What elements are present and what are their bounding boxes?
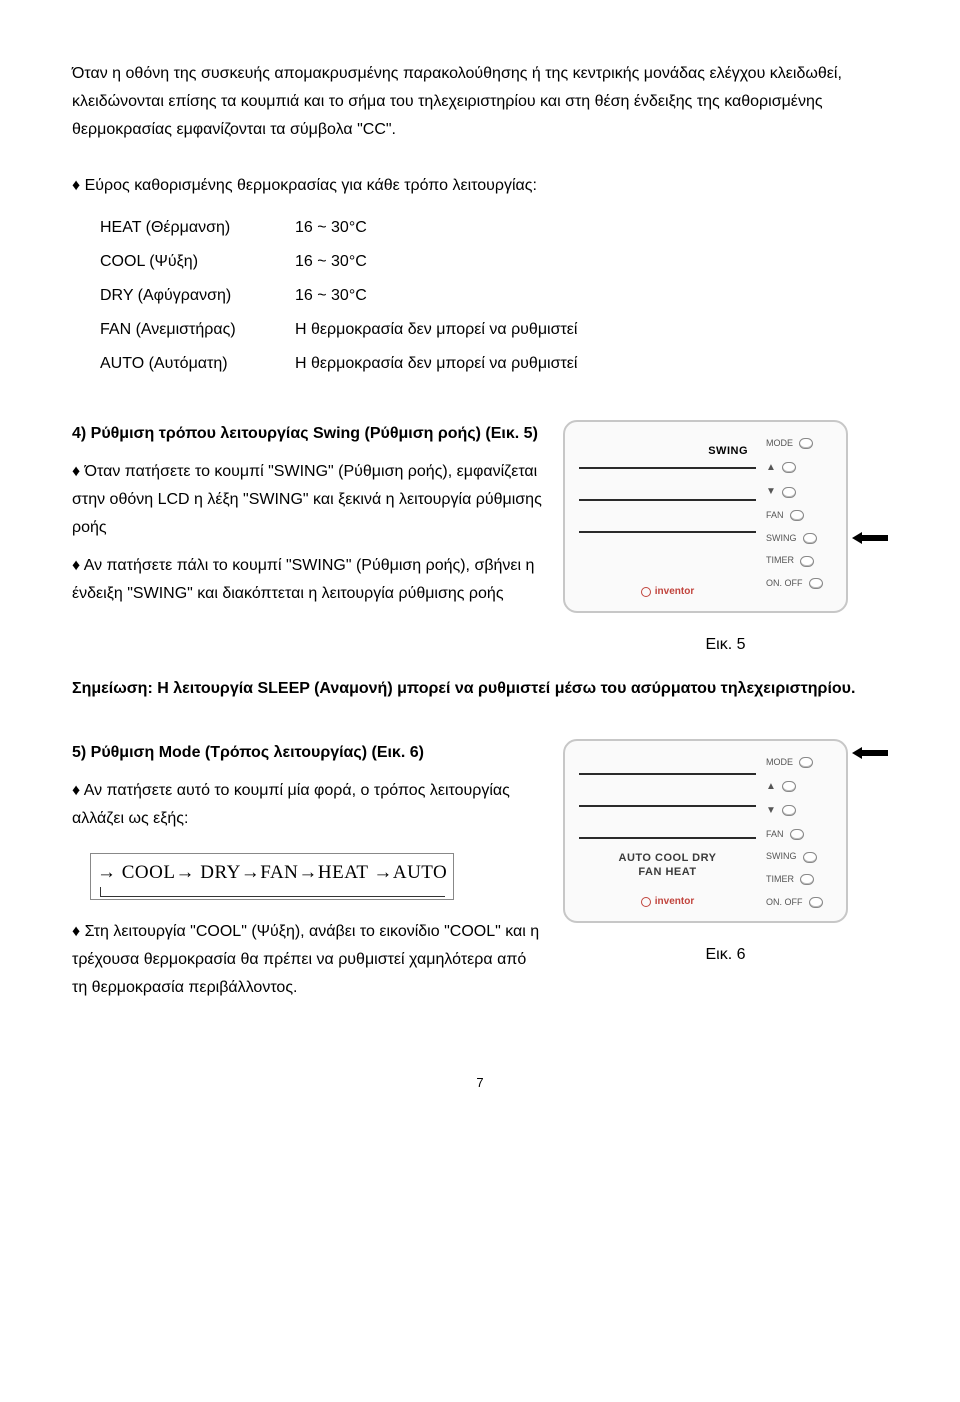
mode-cell: DRY (Αφύγρανση) <box>100 282 295 310</box>
figure-6-remote: AUTO COOL DRY FAN HEAT inventor MODE ▲ ▼… <box>563 739 848 923</box>
figure5-caption: Εικ. 5 <box>705 631 745 659</box>
lcd-divider <box>579 531 756 533</box>
mode-cell: COOL (Ψύξη) <box>100 248 295 276</box>
brand-icon <box>641 587 651 597</box>
remote-button: SWING <box>766 531 817 547</box>
intro-paragraph: Όταν η οθόνη της συσκευής απομακρυσμένης… <box>72 60 888 144</box>
mode-cell: FAN (Ανεμιστήρας) <box>100 316 295 344</box>
brand-icon <box>641 897 651 907</box>
table-row: DRY (Αφύγρανση) 16 ~ 30°C <box>100 282 888 310</box>
remote-button: ▼ <box>766 483 796 501</box>
table-row: COOL (Ψύξη) 16 ~ 30°C <box>100 248 888 276</box>
brand-text: inventor <box>655 893 694 911</box>
figure-5-remote: SWING inventor MODE ▲ ▼ FAN <box>563 420 848 613</box>
remote-button: ▼ <box>766 802 796 820</box>
brand-text: inventor <box>655 583 694 601</box>
table-row: AUTO (Αυτόματη) Η θερμοκρασία δεν μπορεί… <box>100 350 888 378</box>
lcd-panel: AUTO COOL DRY FAN HEAT inventor <box>579 755 756 911</box>
remote-button: ON. OFF <box>766 895 823 911</box>
button-column: MODE ▲ ▼ FAN SWING TIMER ON. OFF <box>766 755 836 911</box>
lcd-divider <box>579 805 756 807</box>
section5-heading: 5) Ρύθμιση Mode (Τρόπος λειτουργίας) (Ει… <box>72 739 545 767</box>
remote-button: MODE <box>766 755 813 771</box>
remote-button: TIMER <box>766 872 814 888</box>
range-cell: Η θερμοκρασία δεν μπορεί να ρυθμιστεί <box>295 350 888 378</box>
page-number: 7 <box>72 1072 888 1095</box>
lcd-panel: SWING inventor <box>579 436 756 601</box>
table-row: FAN (Ανεμιστήρας) Η θερμοκρασία δεν μπορ… <box>100 316 888 344</box>
arrow-left-icon <box>852 747 888 759</box>
range-cell: 16 ~ 30°C <box>295 282 888 310</box>
remote-button: FAN <box>766 508 804 524</box>
lcd-divider <box>579 773 756 775</box>
mode-cycle-diagram: → COOL→ DRY→FAN→HEAT →AUTO <box>90 853 454 900</box>
remote-button: ▲ <box>766 459 796 477</box>
section4-heading: 4) Ρύθμιση τρόπου λειτουργίας Swing (Ρύθ… <box>72 420 545 448</box>
range-cell: 16 ~ 30°C <box>295 248 888 276</box>
section4-bullet: ♦ Αν πατήσετε πάλι το κουμπί "SWING" (Ρύ… <box>72 552 545 608</box>
button-column: MODE ▲ ▼ FAN SWING TIMER ON. OFF <box>766 436 836 601</box>
lcd-divider <box>579 499 756 501</box>
swing-label: SWING <box>708 442 748 461</box>
sleep-note: Σημείωση: Η λειτουργία SLEEP (Αναμονή) μ… <box>72 675 888 703</box>
figure6-caption: Εικ. 6 <box>705 941 745 969</box>
remote-button: ON. OFF <box>766 576 823 592</box>
arrow-left-icon <box>852 532 888 544</box>
mode-cell: AUTO (Αυτόματη) <box>100 350 295 378</box>
mode-display: AUTO COOL DRY FAN HEAT <box>579 851 756 880</box>
lcd-divider <box>579 467 756 469</box>
remote-button: SWING <box>766 849 817 865</box>
mode-cell: HEAT (Θέρμανση) <box>100 214 295 242</box>
remote-button: ▲ <box>766 778 796 796</box>
remote-button: FAN <box>766 827 804 843</box>
range-cell: Η θερμοκρασία δεν μπορεί να ρυθμιστεί <box>295 316 888 344</box>
section5-bullet: ♦ Στη λειτουργία "COOL" (Ψύξη), ανάβει τ… <box>72 918 545 1002</box>
temperature-table: HEAT (Θέρμανση) 16 ~ 30°C COOL (Ψύξη) 16… <box>100 214 888 378</box>
remote-button: MODE <box>766 436 813 452</box>
brand-label: inventor <box>579 583 756 601</box>
table-row: HEAT (Θέρμανση) 16 ~ 30°C <box>100 214 888 242</box>
remote-button: TIMER <box>766 553 814 569</box>
brand-label: inventor <box>579 893 756 911</box>
range-cell: 16 ~ 30°C <box>295 214 888 242</box>
temp-range-heading: ♦ Εύρος καθορισμένης θερμοκρασίας για κά… <box>72 172 888 200</box>
lcd-divider <box>579 837 756 839</box>
section4-bullet: ♦ Όταν πατήσετε το κουμπί "SWING" (Ρύθμι… <box>72 458 545 542</box>
section5-bullet: ♦ Αν πατήσετε αυτό το κουμπί μία φορά, ο… <box>72 777 545 833</box>
